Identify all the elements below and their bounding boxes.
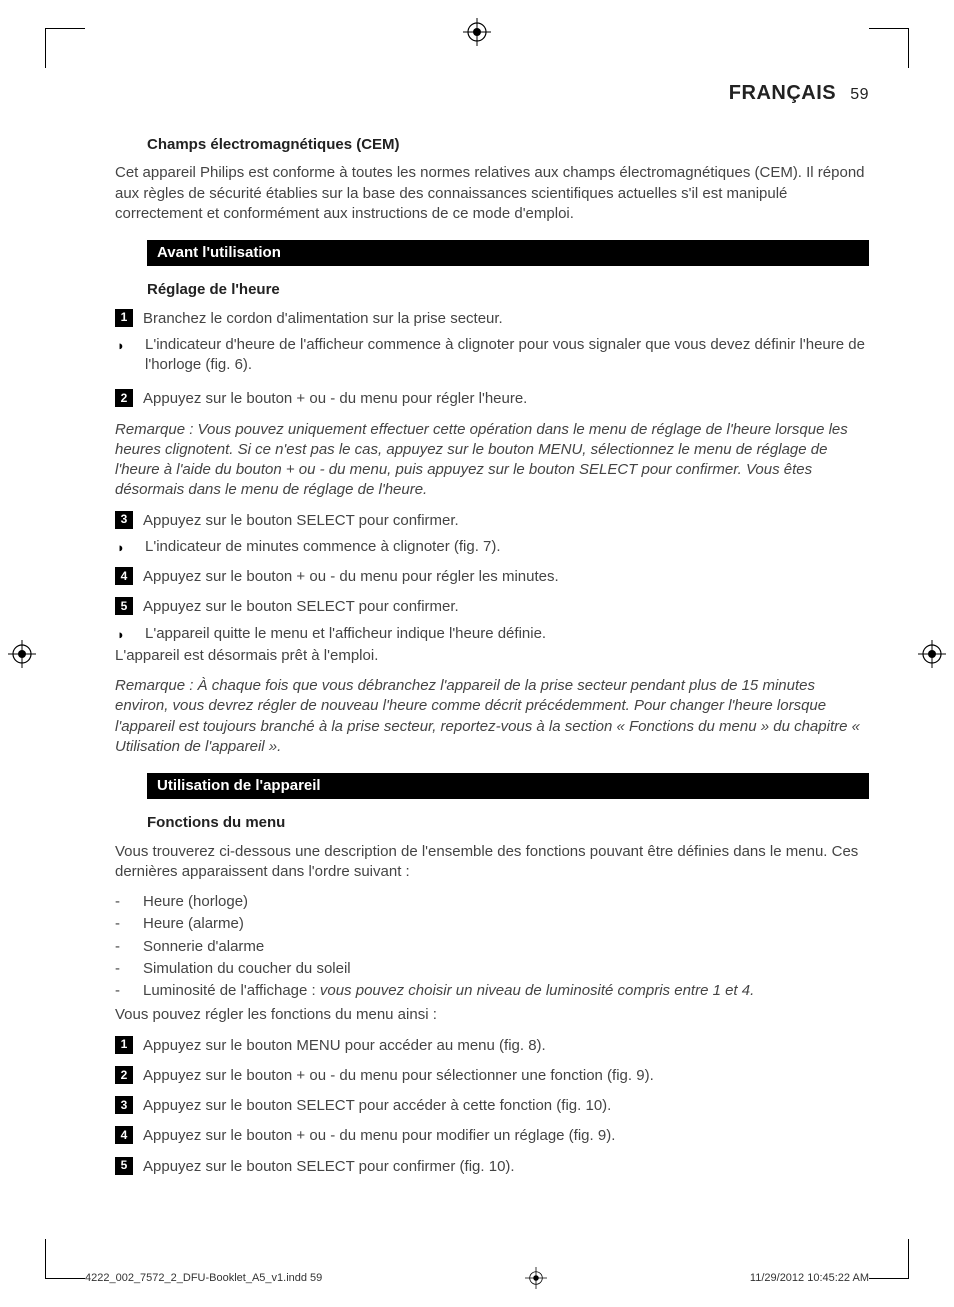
footer-file: 4222_002_7572_2_DFU-Booklet_A5_v1.indd 5… <box>85 1272 322 1284</box>
footer-date: 11/29/2012 10:45:22 AM <box>750 1272 869 1284</box>
step-text: Appuyez sur le bouton SELECT pour confir… <box>143 597 869 617</box>
remark-1: Remarque : Vous pouvez uniquement effect… <box>115 420 869 501</box>
step-1: 1 Branchez le cordon d'alimentation sur … <box>115 309 869 329</box>
heading-fonctions: Fonctions du menu <box>147 813 869 833</box>
crop-mark <box>45 28 46 68</box>
crop-mark <box>45 28 85 29</box>
result-text: L'indicateur de minutes commence à clign… <box>145 537 869 557</box>
step-text: Appuyez sur le bouton + ou - du menu pou… <box>143 567 869 587</box>
list-item: -Sonnerie d'alarme <box>115 937 869 957</box>
arrow-icon: ◗ <box>117 539 131 557</box>
result-text: L'appareil quitte le menu et l'afficheur… <box>145 624 869 644</box>
crop-mark <box>869 1278 909 1279</box>
list-item-text: Luminosité de l'affichage : vous pouvez … <box>143 981 754 1001</box>
usage-step-2: 2 Appuyez sur le bouton + ou - du menu p… <box>115 1066 869 1086</box>
registration-mark-icon <box>918 640 946 668</box>
dash-icon: - <box>115 937 129 957</box>
registration-mark-icon <box>8 640 36 668</box>
registration-mark-icon <box>463 18 491 46</box>
list-item: -Luminosité de l'affichage : vous pouvez… <box>115 981 869 1001</box>
dash-icon: - <box>115 981 129 1001</box>
result-text: L'indicateur d'heure de l'afficheur comm… <box>145 335 869 376</box>
step-text: Appuyez sur le bouton SELECT pour accéde… <box>143 1096 869 1116</box>
intro-text: Vous trouverez ci-dessous une descriptio… <box>115 842 869 883</box>
step-3-result: ◗ L'indicateur de minutes commence à cli… <box>115 537 869 557</box>
step-5: 5 Appuyez sur le bouton SELECT pour conf… <box>115 597 869 617</box>
step-number-icon: 2 <box>115 1066 133 1084</box>
step-3: 3 Appuyez sur le bouton SELECT pour conf… <box>115 511 869 531</box>
section-bar-avant: Avant l'utilisation <box>147 240 869 266</box>
step-text: Appuyez sur le bouton + ou - du menu pou… <box>143 1066 869 1086</box>
step-text: Branchez le cordon d'alimentation sur la… <box>143 309 869 329</box>
content-area: FRANÇAIS 59 Champs électromagnétiques (C… <box>115 80 869 1247</box>
step-text: Appuyez sur le bouton + ou - du menu pou… <box>143 1126 869 1146</box>
after-list-text: Vous pouvez régler les fonctions du menu… <box>115 1005 869 1025</box>
print-footer: 4222_002_7572_2_DFU-Booklet_A5_v1.indd 5… <box>85 1267 869 1289</box>
list-item-prefix: Luminosité de l'affichage : <box>143 982 320 999</box>
list-item-emphasis: vous pouvez choisir un niveau de luminos… <box>320 982 754 999</box>
step-number-icon: 4 <box>115 1126 133 1144</box>
section-bar-utilisation: Utilisation de l'appareil <box>147 773 869 799</box>
heading-reglage: Réglage de l'heure <box>147 280 869 300</box>
page-number: 59 <box>850 86 869 103</box>
crop-mark <box>45 1239 46 1279</box>
step-number-icon: 3 <box>115 511 133 529</box>
usage-step-4: 4 Appuyez sur le bouton + ou - du menu p… <box>115 1126 869 1146</box>
crop-mark <box>908 28 909 68</box>
step-1-result: ◗ L'indicateur d'heure de l'afficheur co… <box>115 335 869 376</box>
step-number-icon: 2 <box>115 389 133 407</box>
step-number-icon: 4 <box>115 567 133 585</box>
dash-icon: - <box>115 914 129 934</box>
dash-icon: - <box>115 959 129 979</box>
list-item: -Simulation du coucher du soleil <box>115 959 869 979</box>
step-text: Appuyez sur le bouton + ou - du menu pou… <box>143 389 869 409</box>
list-item-text: Simulation du coucher du soleil <box>143 959 351 979</box>
page-header: FRANÇAIS 59 <box>115 80 869 107</box>
list-item: -Heure (alarme) <box>115 914 869 934</box>
dash-list: -Heure (horloge) -Heure (alarme) -Sonner… <box>115 892 869 1001</box>
step-4: 4 Appuyez sur le bouton + ou - du menu p… <box>115 567 869 587</box>
registration-mark-icon <box>525 1267 547 1289</box>
step-2: 2 Appuyez sur le bouton + ou - du menu p… <box>115 389 869 409</box>
usage-step-5: 5 Appuyez sur le bouton SELECT pour conf… <box>115 1157 869 1177</box>
step-text: Appuyez sur le bouton MENU pour accéder … <box>143 1036 869 1056</box>
heading-cem: Champs électromagnétiques (CEM) <box>147 135 869 155</box>
list-item: -Heure (horloge) <box>115 892 869 912</box>
step-text: Appuyez sur le bouton SELECT pour confir… <box>143 511 869 531</box>
usage-step-1: 1 Appuyez sur le bouton MENU pour accéde… <box>115 1036 869 1056</box>
crop-mark <box>908 1239 909 1279</box>
crop-mark <box>869 28 909 29</box>
remark-2: Remarque : À chaque fois que vous débran… <box>115 676 869 757</box>
list-item-text: Heure (horloge) <box>143 892 248 912</box>
step-5-result: ◗ L'appareil quitte le menu et l'affiche… <box>115 624 869 644</box>
list-item-text: Sonnerie d'alarme <box>143 937 264 957</box>
ready-text: L'appareil est désormais prêt à l'emploi… <box>115 646 869 666</box>
language-label: FRANÇAIS <box>729 82 836 104</box>
page: FRANÇAIS 59 Champs électromagnétiques (C… <box>0 0 954 1307</box>
crop-mark <box>45 1278 85 1279</box>
usage-step-3: 3 Appuyez sur le bouton SELECT pour accé… <box>115 1096 869 1116</box>
step-number-icon: 1 <box>115 1036 133 1054</box>
dash-icon: - <box>115 892 129 912</box>
step-number-icon: 5 <box>115 597 133 615</box>
step-number-icon: 3 <box>115 1096 133 1114</box>
arrow-icon: ◗ <box>117 626 131 644</box>
arrow-icon: ◗ <box>117 337 131 355</box>
step-number-icon: 5 <box>115 1157 133 1175</box>
step-number-icon: 1 <box>115 309 133 327</box>
step-text: Appuyez sur le bouton SELECT pour confir… <box>143 1157 869 1177</box>
list-item-text: Heure (alarme) <box>143 914 244 934</box>
para-cem: Cet appareil Philips est conforme à tout… <box>115 163 869 224</box>
